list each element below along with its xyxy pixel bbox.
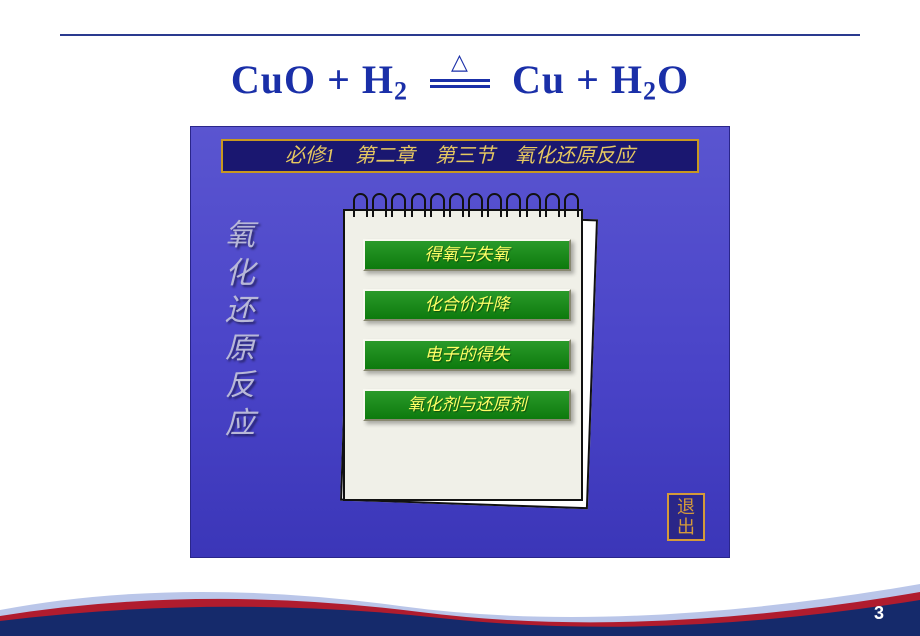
reactant-1: CuO (231, 57, 316, 102)
vertical-title: 氧化还原反应 (225, 217, 259, 442)
product-1: Cu (512, 57, 565, 102)
menu-item-electron[interactable]: 电子的得失 (363, 339, 571, 371)
product-2-tail: O (657, 57, 689, 102)
notepad: 得氧与失氧 化合价升降 电子的得失 氧化剂与还原剂 (345, 189, 593, 505)
plus-1: + (327, 57, 362, 102)
footer-wave-decoration (0, 566, 920, 636)
reactant-2-base: H (362, 57, 394, 102)
spiral-binding (353, 193, 579, 221)
reactant-2-sub: 2 (394, 77, 408, 106)
embedded-slide: 必修1 第二章 第三节 氧化还原反应 氧化还原反应 得氧与失氧 化合价升降 电子… (190, 126, 730, 558)
plus-2: + (576, 57, 611, 102)
chemical-equation: CuO + H2 △ Cu + H2O (0, 56, 920, 107)
menu-item-redox-agents[interactable]: 氧化剂与还原剂 (363, 389, 571, 421)
menu-item-valence[interactable]: 化合价升降 (363, 289, 571, 321)
top-divider (60, 34, 860, 36)
reaction-arrow: △ (425, 79, 495, 88)
product-2-base: H (611, 57, 643, 102)
product-2-sub: 2 (643, 77, 657, 106)
delta-symbol: △ (451, 49, 469, 75)
menu-list: 得氧与失氧 化合价升降 电子的得失 氧化剂与还原剂 (363, 239, 571, 421)
slide-header: 必修1 第二章 第三节 氧化还原反应 (221, 139, 699, 173)
page-number: 3 (874, 603, 884, 624)
exit-button[interactable]: 退出 (667, 493, 705, 541)
menu-item-oxygen[interactable]: 得氧与失氧 (363, 239, 571, 271)
